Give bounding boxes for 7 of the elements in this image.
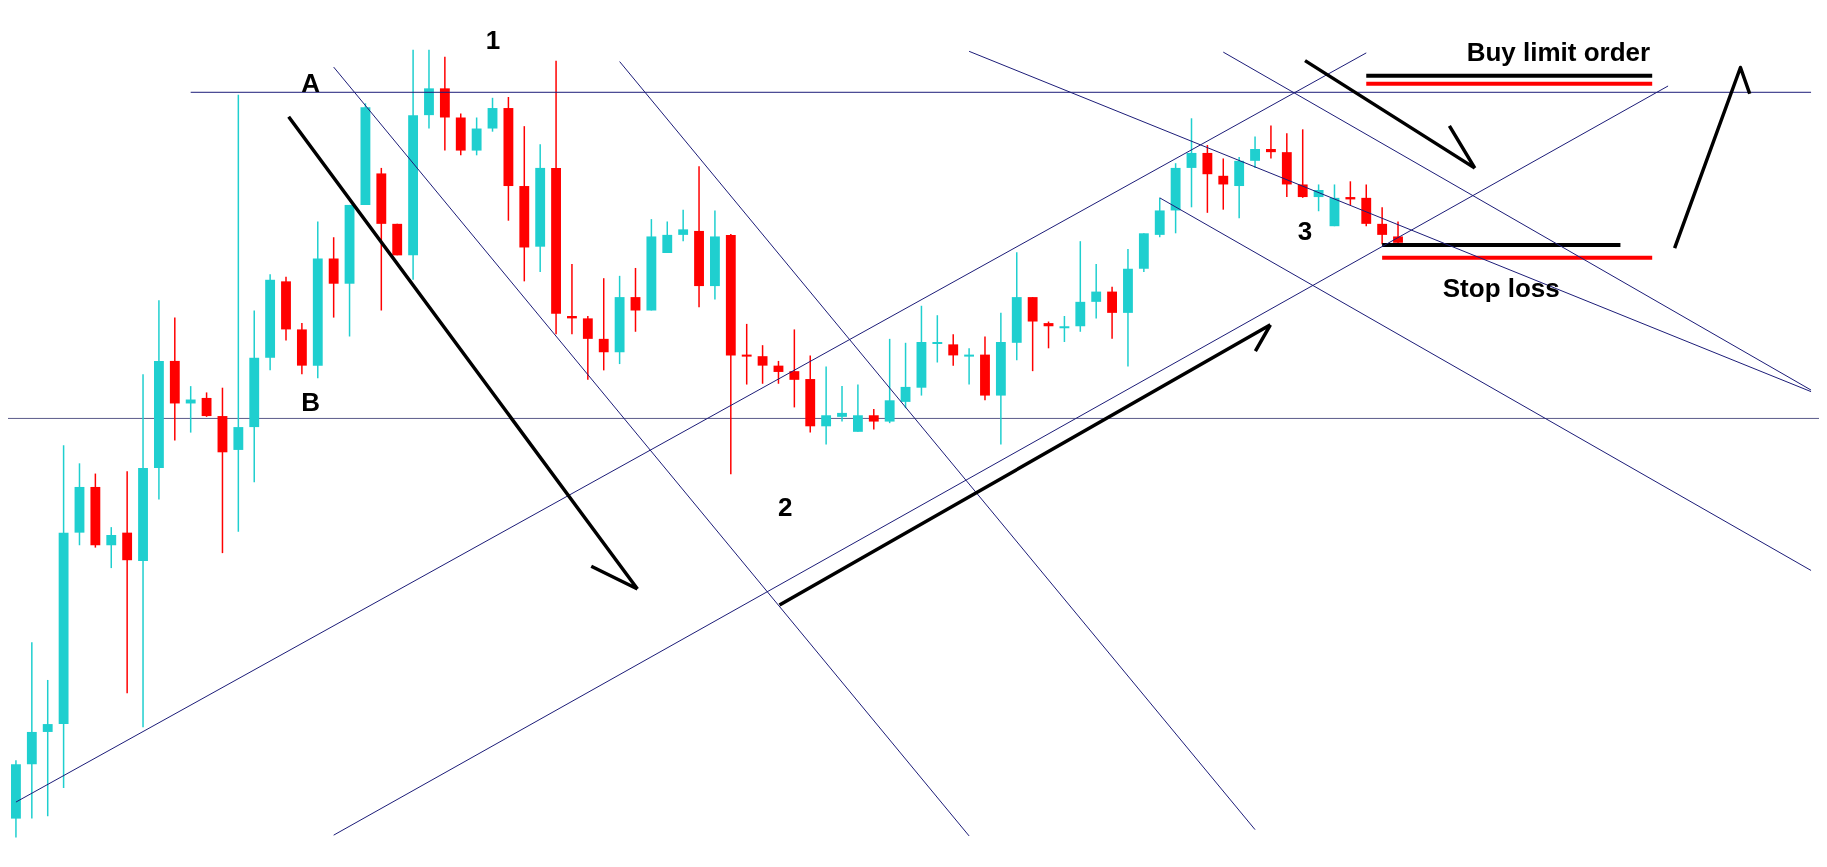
series-label: Buy limit order (1466, 36, 1651, 67)
annotation: 2 (778, 491, 793, 522)
annotation: 1 (485, 24, 501, 55)
series-label: Stop loss (1442, 273, 1560, 304)
annotation: 3 (1297, 216, 1313, 247)
annotation: B (301, 386, 320, 417)
annotation: A (301, 67, 321, 98)
